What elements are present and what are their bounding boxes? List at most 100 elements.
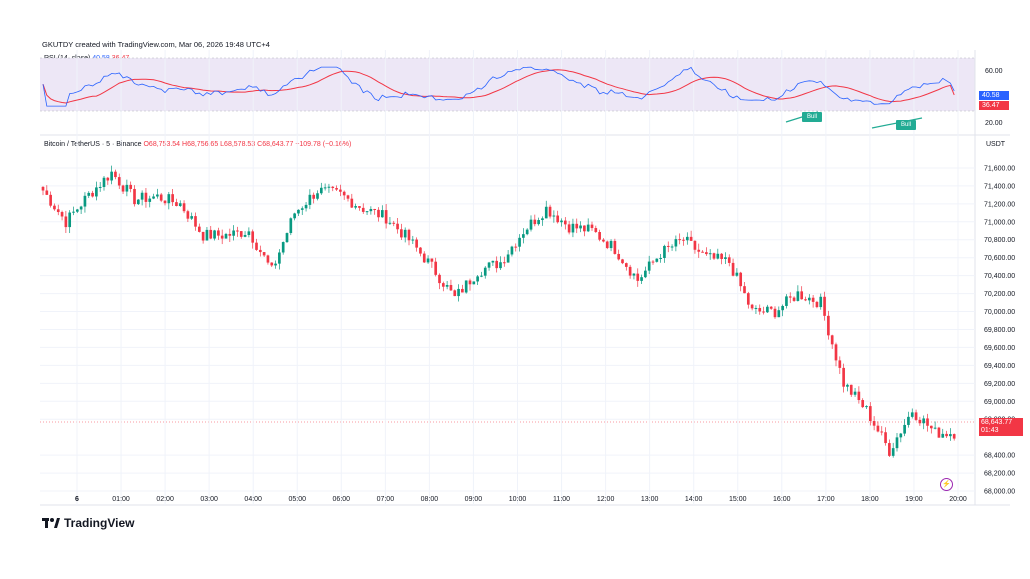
candle-body (144, 192, 148, 202)
bull-label: Bull (802, 112, 822, 122)
price-tick-label: 71,600.00 (984, 165, 1015, 172)
time-tick-label: 16:00 (773, 496, 791, 503)
price-tick-label: 69,200.00 (984, 381, 1015, 388)
candle-body (708, 253, 712, 255)
candle-body (788, 296, 792, 298)
price-tick-label: 68,200.00 (984, 471, 1015, 478)
price-tick-label: 71,000.00 (984, 219, 1015, 226)
candle-body (781, 305, 784, 311)
price-tick-label: 69,600.00 (984, 345, 1015, 352)
candle-body (800, 291, 804, 300)
candle-body (819, 296, 823, 308)
candle-body (910, 412, 914, 417)
price-tick-label: 70,400.00 (984, 273, 1015, 280)
candle-body (792, 297, 796, 301)
candle-body (186, 211, 190, 219)
candle-body (727, 257, 731, 263)
time-tick-label: 20:00 (949, 496, 967, 503)
candle-body (705, 252, 708, 255)
candle-body (563, 220, 567, 225)
candle-body (811, 297, 815, 302)
candle-body (914, 412, 918, 420)
candle-body (773, 308, 777, 318)
candle-body (377, 209, 380, 218)
candle-body (220, 235, 224, 239)
candle-body (834, 344, 838, 361)
candle-body (369, 208, 373, 212)
candle-body (60, 212, 64, 217)
candle-body (247, 231, 251, 235)
price-tick-label: 70,600.00 (984, 255, 1015, 262)
lightning-icon[interactable]: ⚡ (940, 478, 953, 491)
time-tick-label: 12:00 (597, 496, 615, 503)
candle-body (743, 286, 746, 294)
candle-body (354, 206, 357, 208)
price-tick-label: 69,800.00 (984, 327, 1015, 334)
candle-body (201, 231, 205, 241)
candle-body (865, 406, 868, 408)
candle-body (868, 406, 872, 422)
candle-body (41, 186, 45, 191)
rsi-level-20: 20.00 (985, 120, 1003, 127)
candle-body (796, 291, 800, 301)
candle-body (907, 416, 910, 425)
candle-body (815, 301, 819, 308)
candle-body (335, 188, 338, 190)
candle-body (72, 211, 75, 213)
candle-body (468, 280, 472, 285)
candle-body (373, 208, 377, 210)
candle-body (380, 210, 384, 218)
time-tick-label: 15:00 (729, 496, 747, 503)
candle-body (434, 261, 438, 275)
candle-body (163, 200, 167, 204)
candle-body (720, 253, 723, 259)
candle-body (49, 194, 52, 206)
candle-body (525, 229, 529, 235)
candle-body (274, 263, 277, 266)
time-tick-label: 19:00 (905, 496, 923, 503)
price-tick-label: 70,800.00 (984, 237, 1015, 244)
candle-body (666, 245, 670, 247)
candle-body (64, 216, 68, 228)
candle-body (483, 267, 487, 276)
price-tick-label: 70,200.00 (984, 291, 1015, 298)
candle-body (95, 187, 98, 197)
candle-body (361, 207, 365, 212)
candle-body (285, 233, 289, 243)
symbol-legend[interactable]: Bitcoin / TetherUS · 5 · Binance O68,753… (44, 141, 351, 148)
candle-body (922, 418, 926, 424)
candle-body (918, 419, 922, 424)
candle-body (884, 432, 887, 444)
candle-body (903, 424, 906, 434)
candle-body (312, 194, 316, 199)
candle-body (640, 277, 643, 281)
time-tick-label: 04:00 (244, 496, 262, 503)
candle-body (136, 199, 140, 205)
candle-body (419, 247, 422, 254)
candle-body (167, 194, 171, 204)
candle-body (941, 433, 945, 438)
candle-body (651, 261, 655, 263)
candle-body (266, 255, 270, 263)
last-price-value: 68,643.77 (981, 419, 1013, 426)
time-tick-label: 10:00 (509, 496, 527, 503)
candle-body (682, 239, 685, 241)
candle-body (888, 443, 891, 456)
candle-body (140, 192, 144, 200)
candle-body (872, 421, 876, 426)
candle-body (255, 242, 258, 250)
candle-body (396, 223, 399, 230)
candle-body (693, 240, 697, 250)
candle-body (449, 285, 453, 291)
candle-body (197, 226, 201, 232)
chart-header: GKUTDY created with TradingView.com, Mar… (42, 40, 270, 49)
candle-body (358, 206, 361, 208)
candle-body (270, 262, 274, 266)
price-tick-label: 71,200.00 (984, 201, 1015, 208)
candle-body (514, 246, 518, 248)
candle-body (529, 219, 533, 230)
candle-body (289, 218, 293, 234)
currency-label[interactable]: USDT (986, 141, 1006, 148)
candle-body (236, 230, 239, 232)
